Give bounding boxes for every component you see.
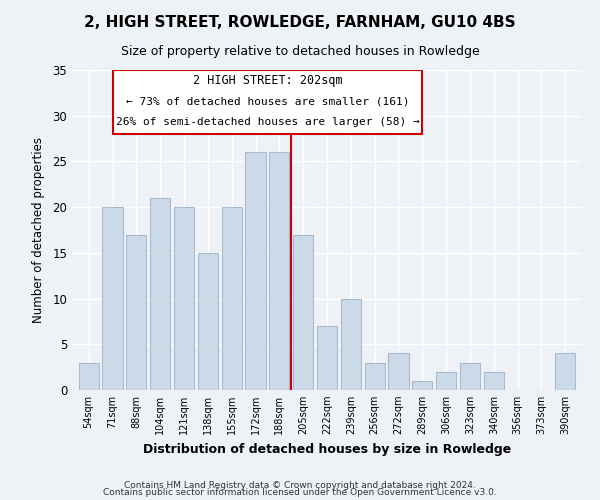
Text: Size of property relative to detached houses in Rowledge: Size of property relative to detached ho… [121,45,479,58]
Bar [436,372,456,390]
Bar [365,362,385,390]
Text: 26% of semi-detached houses are larger (58) →: 26% of semi-detached houses are larger (… [116,117,419,127]
Text: Contains public sector information licensed under the Open Government Licence v3: Contains public sector information licen… [103,488,497,497]
X-axis label: Distribution of detached houses by size in Rowledge: Distribution of detached houses by size … [143,442,511,456]
Bar [269,152,289,390]
Bar [126,234,146,390]
Text: 2, HIGH STREET, ROWLEDGE, FARNHAM, GU10 4BS: 2, HIGH STREET, ROWLEDGE, FARNHAM, GU10 … [84,15,516,30]
Bar [412,381,433,390]
Text: Contains HM Land Registry data © Crown copyright and database right 2024.: Contains HM Land Registry data © Crown c… [124,480,476,490]
Bar [317,326,337,390]
Bar [460,362,480,390]
Text: 2 HIGH STREET: 202sqm: 2 HIGH STREET: 202sqm [193,74,342,88]
Bar [79,362,99,390]
Bar [221,207,242,390]
Text: ← 73% of detached houses are smaller (161): ← 73% of detached houses are smaller (16… [125,97,409,107]
Bar [150,198,170,390]
Bar [198,253,218,390]
Bar [341,298,361,390]
Bar [103,207,122,390]
Bar [174,207,194,390]
Bar [388,354,409,390]
Bar [555,354,575,390]
Bar [293,234,313,390]
Bar [484,372,504,390]
FancyBboxPatch shape [113,70,422,134]
Y-axis label: Number of detached properties: Number of detached properties [32,137,46,323]
Bar [245,152,266,390]
